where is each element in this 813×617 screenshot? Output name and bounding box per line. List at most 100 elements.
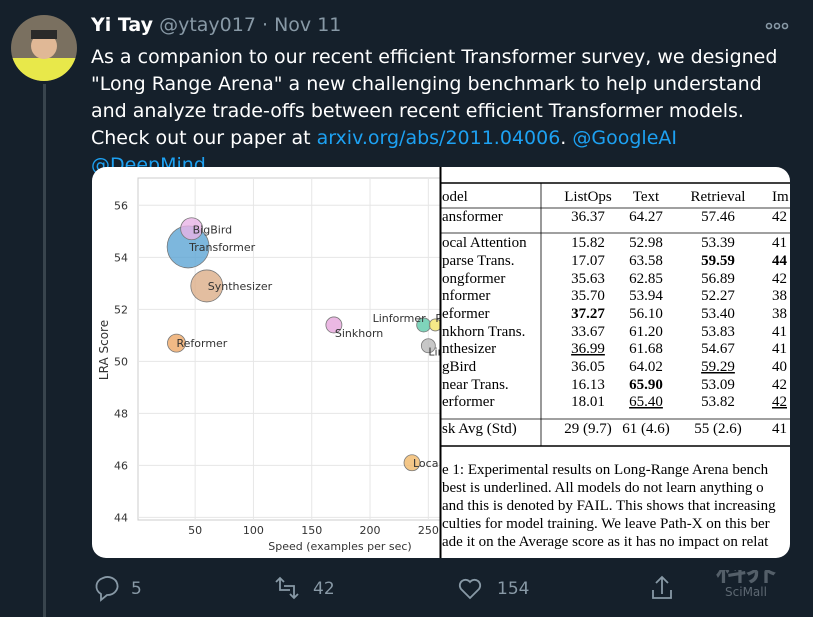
table-cell: 64.02 [629,359,663,375]
table-cell: parse Trans. [442,253,515,269]
share-icon[interactable] [652,575,672,599]
x-axis-label: Speed (examples per sec) [268,540,411,553]
table-cell: near Trans. [442,377,509,393]
table-cell: 42 [772,394,787,410]
x-tick-label: 200 [360,524,381,537]
table-cell: nformer [442,288,490,304]
table-cell: ongformer [442,271,505,287]
table-cell: 18.01 [571,394,605,410]
table-cell: 42 [772,271,787,287]
table-cell: 53.82 [701,394,735,410]
date[interactable]: Nov 11 [274,14,342,36]
table-cell: 41 [772,324,787,340]
like-count: 154 [497,579,529,599]
y-tick-label: 52 [114,303,128,316]
point-label: Linformer [373,312,427,325]
caption-line: culties for model training. We leave Pat… [442,516,770,532]
caption-line: and this is denoted by FAIL. This shows … [442,498,776,514]
like-icon[interactable] [458,578,482,600]
point-label: Synthesizer [208,280,273,293]
table-cell: 42 [772,209,787,225]
table-cell: 59.29 [701,359,735,375]
table-cell: ansformer [442,209,503,225]
table-cell: 41 [772,235,787,251]
retweet-count: 42 [313,579,335,599]
table-cell: gBird [442,359,477,375]
caption-line: ade it on the Average score as it has no… [442,534,769,550]
more-button[interactable] [764,20,792,32]
table-cell: 41 ( [772,421,790,437]
table-cell: 59.59 [701,253,735,269]
table-cell: erformer [442,394,494,410]
table-cell: 61.20 [629,324,663,340]
table-cell: 29 (9.7) [564,421,612,437]
y-tick-label: 56 [114,199,128,212]
reply-icon[interactable] [95,576,119,602]
point-label: Sinkhorn [335,327,383,340]
reply-count: 5 [131,579,142,599]
y-tick-label: 46 [114,459,128,472]
table-cell: 53.94 [629,288,663,304]
table-cell: 35.70 [571,288,605,304]
tweet-text: As a companion to our recent efficient T… [91,44,791,179]
table-header: odel [442,189,468,205]
x-tick-label: 100 [243,524,264,537]
mention[interactable]: @GoogleAI [572,127,677,149]
bubble [167,333,186,353]
bubble [428,318,440,332]
text: As a companion to our recent efficient T… [91,46,778,149]
y-axis-label: LRA Score [97,320,111,380]
bubble [180,217,204,241]
bubble [420,338,436,354]
table-cell: 65.40 [629,394,663,410]
point-label: BigBird [193,224,233,237]
link[interactable]: arxiv.org/abs/2011.04006 [316,127,561,149]
table-cell: 61.68 [629,341,663,357]
table-cell: 15.82 [571,235,605,251]
tweet-header: Yi Tay @ytay017 · Nov 11 [91,14,341,36]
table-cell: 52.27 [701,288,735,304]
table-cell: 41 [772,341,787,357]
table-cell: 17.07 [571,253,605,269]
table-cell: 52.98 [629,235,663,251]
watermark-logo: 科界 [716,570,776,588]
handle[interactable]: @ytay017 [159,14,256,36]
watermark-name: SciMall [725,585,767,599]
point-label: P [435,312,442,325]
media[interactable]: 44 46 48 50 52 54 56 50 100 150 200 250 Speed (examp… [92,167,790,558]
table-cell: 36.05 [571,359,605,375]
table-cell: eformer [442,306,489,322]
avatar[interactable] [10,14,78,82]
separator: · [261,14,269,36]
table-cell: nkhorn Trans. [442,324,525,340]
y-tick-label: 54 [114,251,128,264]
table-cell: 38 [772,288,787,304]
table-cell: 36.37 [571,209,605,225]
y-tick-label: 48 [114,407,128,420]
table-cell: 38 [772,306,787,322]
table-cell: ocal Attention [442,235,527,251]
bubble [190,269,224,303]
author-name[interactable]: Yi Tay [91,14,154,36]
table-cell: 35.63 [571,271,605,287]
thread-line [43,84,46,617]
table-cell: 44 [772,253,788,269]
table-header: Text [633,189,660,205]
caption-line: e 1: Experimental results on Long-Range … [442,462,769,478]
table-cell: 62.85 [629,271,663,287]
bubble [325,316,343,334]
table-cell: 54.67 [701,341,735,357]
table-cell: 53.40 [701,306,735,322]
table-cell: 57.46 [701,209,735,225]
table-cell: 63.58 [629,253,663,269]
x-tick-label: 50 [188,524,202,537]
retweet-icon[interactable] [275,576,299,600]
table-cell: 53.09 [701,377,735,393]
x-tick-label: 150 [301,524,322,537]
table-cell: 65.90 [629,377,663,393]
text: . [560,127,567,149]
table-cell: 36.99 [571,341,605,357]
table-cell: 37.27 [571,306,605,322]
point-label: Lin [428,346,444,359]
